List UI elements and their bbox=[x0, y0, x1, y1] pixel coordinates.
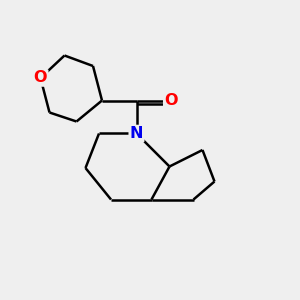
Text: N: N bbox=[130, 126, 143, 141]
Text: O: O bbox=[164, 93, 178, 108]
Text: O: O bbox=[34, 70, 47, 86]
